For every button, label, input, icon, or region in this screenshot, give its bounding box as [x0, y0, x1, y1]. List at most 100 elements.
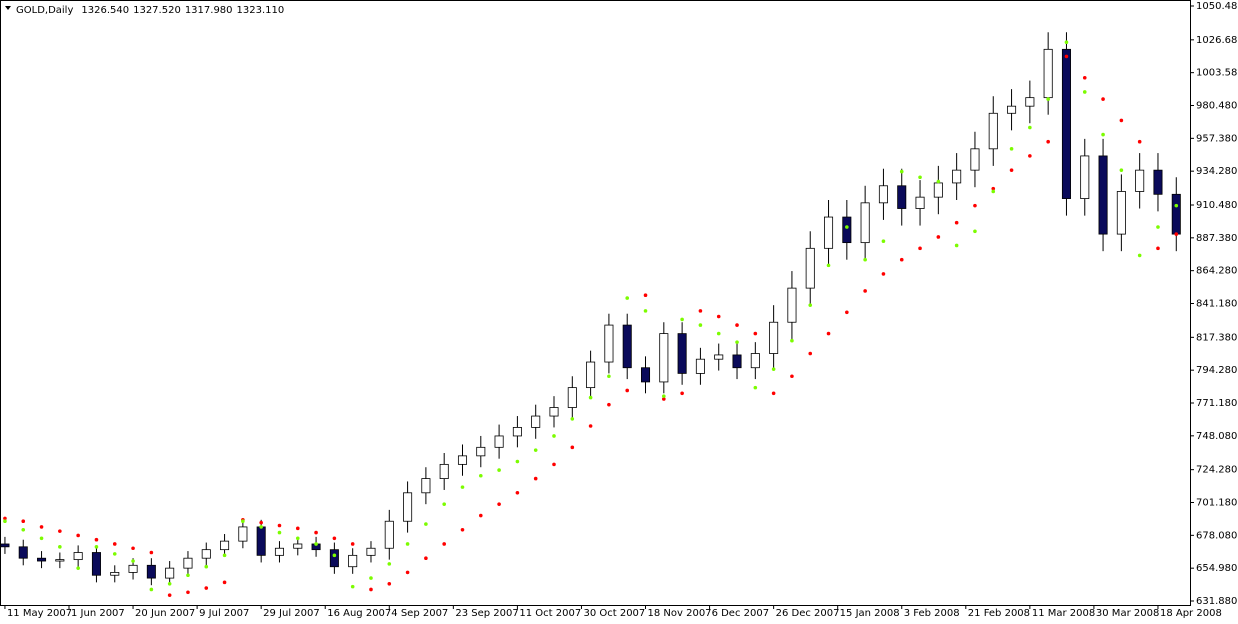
candle-body	[0, 543, 10, 548]
candle-body	[421, 478, 431, 494]
candle-body	[146, 564, 156, 579]
candle-body	[384, 520, 394, 549]
candle-body	[695, 358, 705, 374]
sar-dot	[350, 584, 355, 589]
candle-body	[256, 526, 266, 556]
sar-dot	[863, 257, 867, 262]
candle-body	[201, 549, 211, 559]
sar-dot	[442, 502, 446, 506]
sar-dot	[1028, 154, 1032, 158]
x-tick-label: 26 Dec 2007	[776, 608, 840, 619]
candle-body	[494, 435, 504, 448]
candle-body	[933, 182, 943, 198]
x-tick-label: 11 May 2007	[7, 608, 72, 619]
header-value: 1326.540	[81, 5, 129, 16]
sar-dot	[973, 229, 977, 234]
candle-body	[329, 549, 339, 568]
sar-dot	[58, 529, 62, 533]
x-tick-label: 9 Jul 2007	[199, 608, 249, 619]
sar-dot	[588, 395, 593, 400]
sar-dot	[76, 533, 80, 538]
sar-dot	[314, 530, 318, 535]
sar-dot	[1046, 139, 1050, 144]
candle-body	[1098, 155, 1108, 235]
sar-dot	[1101, 97, 1105, 101]
candle-body	[732, 354, 742, 369]
sar-dot	[424, 556, 428, 560]
sar-dot	[845, 225, 849, 229]
sar-dot	[918, 175, 922, 180]
y-tick-label: 887.380	[1196, 233, 1237, 244]
candle-body	[1080, 155, 1090, 199]
y-tick-label: 678.080	[1196, 530, 1237, 541]
candle-body	[586, 361, 596, 389]
y-tick-label: 724.280	[1196, 465, 1237, 476]
sar-dot	[314, 542, 318, 546]
sar-dot	[1046, 97, 1050, 101]
y-tick-label: 910.480	[1196, 200, 1237, 211]
sar-dot	[497, 502, 501, 506]
sar-dot	[991, 189, 996, 194]
sar-dot	[149, 550, 154, 555]
sar-dot	[478, 513, 483, 518]
candle-body	[18, 546, 28, 559]
sar-dot	[1101, 132, 1105, 137]
candle-body	[824, 216, 834, 249]
sar-dot	[387, 562, 392, 566]
sar-dot	[1174, 232, 1179, 236]
candle-body	[1171, 193, 1181, 235]
sar-dot	[1119, 168, 1124, 172]
sar-dot	[442, 542, 446, 546]
candle-body	[567, 387, 577, 408]
x-tick-label: 18 Apr 2008	[1160, 608, 1222, 619]
candle-body	[860, 202, 870, 244]
candle-body	[714, 354, 724, 360]
sar-dot	[478, 473, 483, 478]
sar-dot	[1156, 246, 1160, 251]
sar-dot	[1156, 225, 1160, 229]
sar-dot	[1064, 54, 1069, 59]
candle-body	[915, 196, 925, 209]
sar-dot	[405, 542, 410, 546]
candle-body	[640, 367, 651, 383]
sar-dot	[3, 516, 7, 521]
candle-body	[476, 446, 486, 457]
sar-dot	[954, 220, 959, 225]
sar-dot	[588, 424, 593, 428]
sar-dot	[515, 491, 520, 495]
y-tick-label: 654.980	[1196, 563, 1237, 574]
sar-dot	[259, 525, 263, 529]
candle-body	[878, 185, 888, 204]
sar-dot	[753, 331, 758, 336]
sar-dot	[332, 536, 337, 541]
sar-dot	[881, 239, 886, 244]
sar-dot	[881, 272, 886, 276]
candle-body	[622, 324, 632, 369]
sar-dot	[167, 581, 172, 586]
sar-dot	[76, 566, 80, 570]
candle-body	[787, 287, 797, 323]
sar-dot	[241, 519, 245, 524]
y-tick-label: 701.180	[1196, 498, 1237, 509]
candle-body	[677, 333, 687, 374]
candle-body	[1061, 48, 1071, 199]
sar-dot	[350, 542, 355, 546]
candle-body	[1025, 97, 1035, 107]
sar-dot	[936, 235, 941, 239]
candle-body	[238, 526, 248, 542]
sar-dot	[222, 553, 227, 558]
sar-dot	[753, 385, 758, 390]
candle-body	[1043, 48, 1053, 99]
x-tick-label: 3 Feb 2008	[904, 608, 960, 619]
sar-dot	[552, 434, 556, 438]
candle-body	[274, 547, 284, 556]
y-tick-label: 771.180	[1196, 398, 1237, 409]
sar-dot	[918, 246, 922, 251]
sar-dot	[643, 309, 648, 313]
sar-dot	[863, 289, 867, 293]
sar-dot	[204, 564, 209, 569]
sar-dot	[94, 537, 99, 542]
sar-dot	[58, 545, 62, 549]
sar-dot	[295, 536, 300, 541]
